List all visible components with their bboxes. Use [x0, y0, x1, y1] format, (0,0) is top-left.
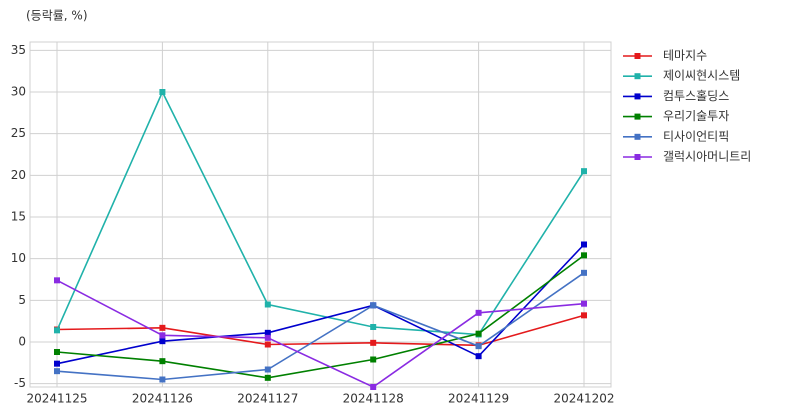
y-tick-label: 25 — [11, 126, 26, 140]
point-marker — [264, 334, 271, 341]
x-tick-label: 20241126 — [132, 392, 193, 406]
point-marker — [370, 356, 377, 363]
series-line — [56, 243, 585, 365]
point-marker — [581, 252, 587, 259]
point-marker — [264, 301, 271, 308]
legend-marker — [634, 133, 641, 140]
point-marker — [159, 358, 166, 365]
x-tick-label: 20241202 — [553, 392, 614, 406]
point-marker — [581, 312, 587, 319]
point-marker — [264, 374, 271, 381]
legend-label: 컴투스홀딩스 — [663, 89, 729, 103]
point-marker — [159, 332, 166, 339]
point-marker — [54, 327, 60, 334]
point-marker — [581, 168, 587, 175]
series-line — [56, 279, 585, 388]
x-tick-label: 20241127 — [237, 392, 298, 406]
y-tick-label: 0 — [18, 335, 26, 349]
y-tick-label: 15 — [11, 210, 26, 224]
point-marker — [54, 368, 60, 375]
series-line — [56, 272, 585, 381]
point-marker — [581, 300, 587, 307]
legend-marker — [634, 73, 641, 80]
point-marker — [370, 302, 377, 309]
series-line — [56, 254, 585, 379]
legend-marker — [634, 53, 641, 59]
x-tick-label: 20241128 — [343, 392, 404, 406]
point-marker — [159, 376, 166, 383]
y-tick-label: 35 — [11, 43, 26, 57]
point-marker — [581, 241, 587, 248]
plot-area — [29, 41, 612, 388]
point-marker — [370, 339, 377, 346]
point-marker — [475, 330, 482, 337]
y-tick-label: -5 — [14, 376, 26, 390]
series-line — [56, 314, 585, 347]
point-marker — [581, 269, 587, 276]
point-marker — [475, 353, 482, 360]
point-marker — [54, 277, 60, 284]
x-tick-label: 20241125 — [26, 392, 87, 406]
legend-label: 티사이언티픽 — [663, 129, 729, 143]
legend-marker — [634, 93, 641, 100]
legend-label: 우리기술투자 — [663, 109, 729, 123]
legend-marker — [634, 113, 641, 120]
legend-label: 갤럭시아머니트리 — [663, 150, 751, 164]
point-marker — [159, 89, 166, 95]
point-marker — [54, 349, 60, 355]
point-marker — [159, 338, 166, 345]
point-marker — [370, 384, 377, 390]
legend-label: 제이씨현시스템 — [663, 69, 740, 83]
point-marker — [475, 343, 482, 350]
point-marker — [264, 341, 271, 348]
x-tick-label: 20241129 — [448, 392, 509, 406]
point-marker — [264, 329, 271, 336]
y-tick-label: 30 — [11, 85, 26, 99]
chart-subtitle: (등락률, %) — [26, 9, 88, 23]
legend-label: 테마지수 — [663, 49, 707, 63]
y-tick-label: 10 — [11, 251, 26, 265]
y-tick-label: 20 — [11, 168, 26, 182]
y-tick-label: 5 — [18, 293, 26, 307]
legend-marker — [634, 154, 641, 160]
point-marker — [475, 309, 482, 316]
point-marker — [264, 366, 271, 373]
series-line — [56, 90, 585, 336]
point-marker — [370, 324, 377, 330]
point-marker — [159, 324, 166, 331]
point-marker — [54, 360, 60, 367]
